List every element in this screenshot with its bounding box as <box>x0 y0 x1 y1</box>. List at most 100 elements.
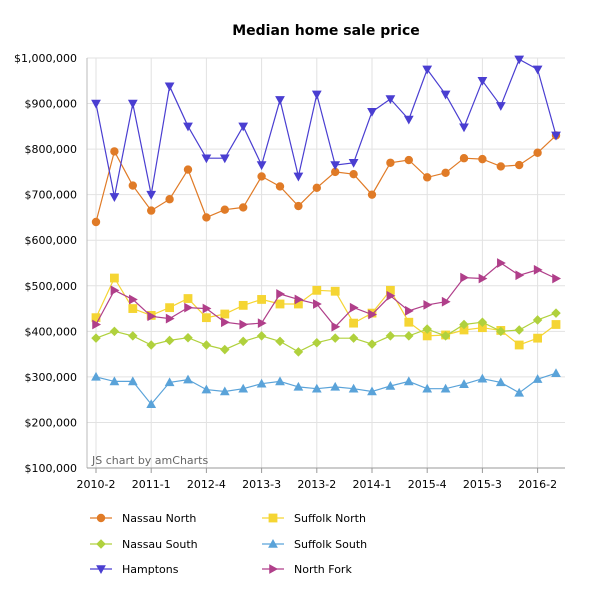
data-point[interactable] <box>367 339 377 349</box>
data-point[interactable] <box>238 203 248 212</box>
data-point[interactable] <box>386 158 395 167</box>
legend-item[interactable]: Nassau South <box>90 538 198 551</box>
legend-marker[interactable] <box>96 513 106 523</box>
data-point[interactable] <box>257 295 267 304</box>
legend-item[interactable]: North Fork <box>262 563 352 576</box>
data-point[interactable] <box>276 289 286 299</box>
data-point[interactable] <box>385 331 396 341</box>
data-point[interactable] <box>459 123 469 133</box>
data-point[interactable] <box>165 195 174 204</box>
data-point[interactable] <box>164 82 175 92</box>
data-point[interactable] <box>533 148 542 157</box>
data-point[interactable] <box>311 90 322 100</box>
data-point[interactable] <box>275 182 285 191</box>
data-point[interactable] <box>110 285 120 296</box>
data-point[interactable] <box>349 169 358 179</box>
chart-credit[interactable]: JS chart by amCharts <box>91 454 208 467</box>
data-point[interactable] <box>257 318 267 329</box>
data-point[interactable] <box>238 383 249 393</box>
data-point[interactable] <box>551 131 561 141</box>
data-point[interactable] <box>533 264 543 275</box>
data-point[interactable] <box>294 201 303 211</box>
data-point[interactable] <box>330 161 341 171</box>
data-point[interactable] <box>109 376 120 386</box>
data-point[interactable] <box>477 77 488 86</box>
data-point[interactable] <box>146 399 157 408</box>
data-point[interactable] <box>238 300 248 310</box>
data-point[interactable] <box>330 333 340 343</box>
data-point[interactable] <box>532 315 543 325</box>
data-point[interactable] <box>349 302 359 313</box>
data-point[interactable] <box>385 380 396 390</box>
legend-marker[interactable] <box>96 565 106 575</box>
data-point[interactable] <box>293 347 304 357</box>
data-point[interactable] <box>477 373 488 383</box>
data-point[interactable] <box>183 122 193 132</box>
data-point[interactable] <box>368 309 378 320</box>
data-point[interactable] <box>496 326 506 337</box>
data-point[interactable] <box>515 270 525 281</box>
data-point[interactable] <box>201 154 212 164</box>
legend-marker[interactable] <box>268 538 278 548</box>
data-point[interactable] <box>164 377 175 387</box>
data-point[interactable] <box>220 205 229 214</box>
legend-item[interactable]: Suffolk South <box>262 538 367 551</box>
data-point[interactable] <box>91 333 101 343</box>
data-point[interactable] <box>256 331 267 341</box>
data-point[interactable] <box>478 154 487 164</box>
data-point[interactable] <box>183 374 193 384</box>
data-point[interactable] <box>441 168 450 177</box>
data-point[interactable] <box>311 383 322 393</box>
data-point[interactable] <box>164 335 175 346</box>
data-point[interactable] <box>331 321 341 332</box>
data-point[interactable] <box>551 308 561 318</box>
data-point[interactable] <box>423 300 433 310</box>
data-point[interactable] <box>348 333 359 343</box>
data-point[interactable] <box>183 165 193 174</box>
data-point[interactable] <box>92 319 102 330</box>
data-point[interactable] <box>552 273 562 284</box>
data-point[interactable] <box>220 309 230 319</box>
data-point[interactable] <box>256 161 267 171</box>
data-point[interactable] <box>184 302 194 313</box>
data-point[interactable] <box>533 333 542 343</box>
data-point[interactable] <box>495 377 506 387</box>
data-point[interactable] <box>110 147 119 156</box>
data-point[interactable] <box>183 294 193 303</box>
data-point[interactable] <box>238 122 249 132</box>
data-point[interactable] <box>403 376 414 386</box>
data-point[interactable] <box>422 324 432 334</box>
data-point[interactable] <box>478 273 488 284</box>
data-point[interactable] <box>460 272 470 283</box>
data-point[interactable] <box>532 374 543 383</box>
data-point[interactable] <box>515 160 524 170</box>
data-point[interactable] <box>165 303 175 313</box>
data-point[interactable] <box>128 304 138 313</box>
data-point[interactable] <box>330 381 341 391</box>
data-point[interactable] <box>367 386 377 396</box>
legend-marker[interactable] <box>269 564 279 574</box>
legend-item[interactable]: Suffolk North <box>262 512 366 525</box>
data-point[interactable] <box>551 320 561 329</box>
data-point[interactable] <box>238 336 248 347</box>
data-point[interactable] <box>551 368 561 378</box>
data-point[interactable] <box>404 155 413 165</box>
data-point[interactable] <box>440 383 451 393</box>
data-point[interactable] <box>422 383 433 393</box>
legend-item[interactable]: Nassau North <box>90 512 196 525</box>
data-point[interactable] <box>293 381 304 391</box>
data-point[interactable] <box>330 286 340 296</box>
data-point[interactable] <box>459 319 469 330</box>
data-point[interactable] <box>129 294 138 305</box>
data-point[interactable] <box>459 379 469 388</box>
data-point[interactable] <box>201 340 212 350</box>
data-point[interactable] <box>367 190 377 199</box>
data-point[interactable] <box>477 317 488 327</box>
data-point[interactable] <box>275 336 285 347</box>
data-point[interactable] <box>497 258 506 268</box>
data-point[interactable] <box>201 313 211 323</box>
legend-marker[interactable] <box>268 513 278 523</box>
data-point[interactable] <box>514 387 525 397</box>
data-point[interactable] <box>183 332 193 343</box>
data-point[interactable] <box>128 331 138 341</box>
